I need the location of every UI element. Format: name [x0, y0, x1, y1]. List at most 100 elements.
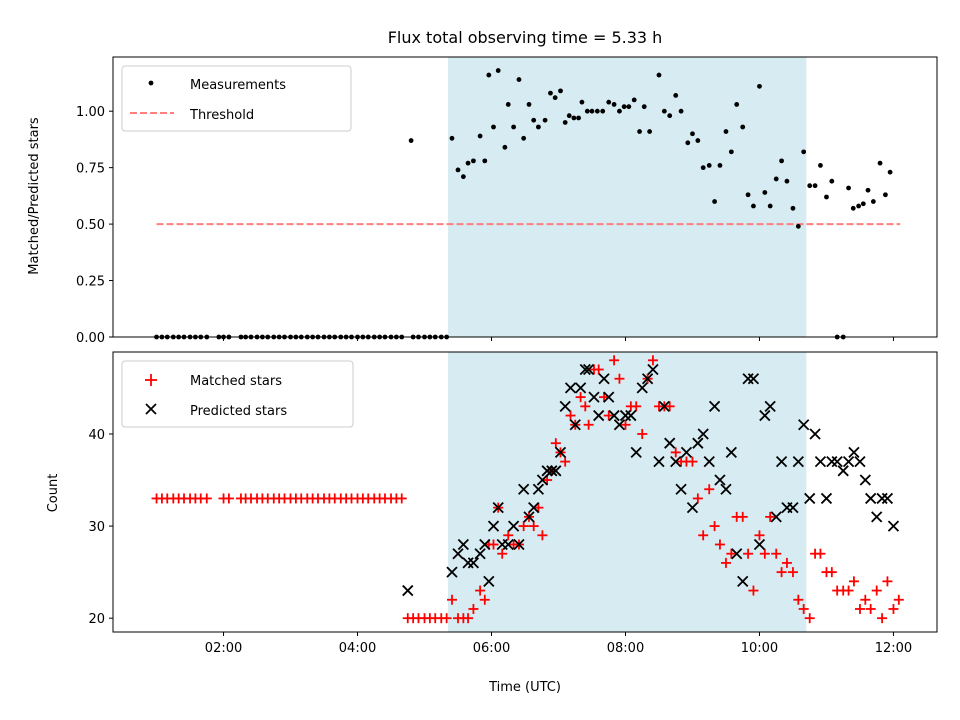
measurement-point	[673, 92, 679, 98]
top-frame	[112, 56, 938, 338]
measurement-point	[637, 129, 642, 134]
predicted-star-point	[554, 446, 567, 459]
measurement-point	[455, 167, 461, 173]
predicted-star-point	[787, 502, 799, 514]
predicted-star-point	[753, 538, 766, 551]
measurement-point	[734, 102, 740, 107]
measurement-point	[511, 124, 517, 130]
top-title: Flux total observing time = 5.33 h	[388, 28, 663, 47]
measurement-point	[600, 108, 606, 114]
matched-star-point	[787, 567, 798, 578]
matched-star-point	[614, 373, 625, 384]
predicted-star-point	[804, 492, 816, 505]
measurement-point	[611, 102, 617, 107]
top-shaded-region	[447, 57, 807, 337]
y-tick-label: 0.25	[76, 275, 105, 290]
matched-star-point	[593, 364, 604, 375]
predicted-star-point	[848, 446, 860, 459]
measurement-point	[706, 162, 712, 168]
bottom-x-ticks: 02:00 04:00 06:00 08:00 10:00 12:00	[205, 632, 912, 656]
measurement-point	[870, 199, 876, 204]
predicted-star-point	[583, 363, 595, 376]
predicted-star-point	[625, 409, 637, 422]
measurement-point	[626, 104, 632, 110]
predicted-star-point	[647, 363, 659, 376]
matched-star-point	[537, 530, 548, 541]
matched-star-point	[804, 613, 815, 624]
measurement-point	[762, 190, 768, 195]
matched-star-point	[743, 548, 754, 559]
predicted-star-point	[402, 584, 414, 597]
x-tick-label: 06:00	[473, 641, 510, 656]
matched-star-point	[854, 603, 865, 614]
measurement-point	[460, 174, 466, 180]
y-tick-label: 30	[88, 520, 105, 535]
matched-star-point	[223, 493, 234, 504]
predicted-star-point	[636, 382, 648, 394]
measurement-point	[621, 104, 627, 110]
measurement-point	[795, 223, 801, 229]
predicted-star-point	[759, 409, 771, 422]
measurement-point	[690, 131, 695, 137]
predicted-star-point	[837, 465, 849, 477]
x-tick-label: 04:00	[339, 641, 376, 656]
predicted-star-point	[842, 455, 855, 468]
matched-star-point	[479, 594, 490, 605]
measurement-point	[757, 83, 762, 89]
matched-star-point	[781, 557, 792, 568]
y-tick-label: 1.00	[76, 105, 105, 120]
measurement-point	[589, 108, 595, 114]
predicted-star-point	[536, 474, 549, 486]
predicted-star-point	[670, 455, 682, 468]
matched-star-point	[793, 594, 804, 605]
matched-star-point	[826, 567, 837, 578]
measurement-point	[883, 192, 888, 198]
bottom-marks	[151, 355, 904, 624]
predicted-star-point	[579, 363, 591, 376]
matched-star-point	[670, 447, 681, 458]
predicted-star-point	[692, 437, 704, 449]
legend-matched-marker	[145, 374, 157, 386]
matched-star-point	[754, 530, 765, 541]
measurement-point	[542, 117, 548, 123]
predicted-star-point	[831, 455, 843, 468]
matched-star-point	[441, 613, 452, 624]
predicted-star-point	[708, 400, 721, 412]
predicted-star-point	[608, 409, 620, 422]
legend-predicted-marker	[145, 403, 157, 415]
y-tick-label: 0.00	[76, 331, 105, 346]
matched-star-point	[860, 594, 871, 605]
matched-star-point	[687, 456, 698, 467]
x-tick-label: 10:00	[741, 641, 778, 656]
measurement-point	[576, 115, 581, 121]
matched-star-point	[497, 548, 508, 559]
bottom-y-axis-label: Count	[46, 474, 61, 513]
predicted-star-point	[664, 437, 676, 449]
measurement-point	[516, 77, 522, 82]
matched-star-point	[583, 419, 594, 430]
predicted-star-point	[619, 409, 632, 422]
matched-star-point	[599, 392, 610, 403]
measurement-point	[790, 205, 796, 211]
measurement-point	[482, 158, 488, 164]
bottom-legend: Matched stars Predicted stars	[121, 360, 354, 428]
predicted-star-point	[653, 455, 665, 468]
matched-star-point	[871, 585, 882, 596]
predicted-star-point	[559, 400, 571, 412]
measurement-point	[807, 183, 813, 189]
predicted-star-point	[871, 511, 883, 523]
predicted-star-point	[492, 502, 504, 514]
y-tick-label: 40	[88, 428, 105, 443]
measurement-point	[829, 178, 835, 184]
x-tick-label: 12:00	[875, 641, 912, 656]
measurement-point	[712, 199, 717, 204]
predicted-star-point	[569, 419, 581, 431]
measurement-point	[465, 160, 471, 166]
matched-star-point	[603, 410, 614, 421]
measurement-point	[723, 129, 729, 134]
predicted-star-point	[446, 566, 458, 578]
bottom-panel: 20 30 40 02:00 04:00 06:00 08:00 10:00 12:00 Co…	[46, 351, 938, 695]
matched-star-point	[580, 401, 591, 412]
matched-star-point	[503, 530, 514, 541]
